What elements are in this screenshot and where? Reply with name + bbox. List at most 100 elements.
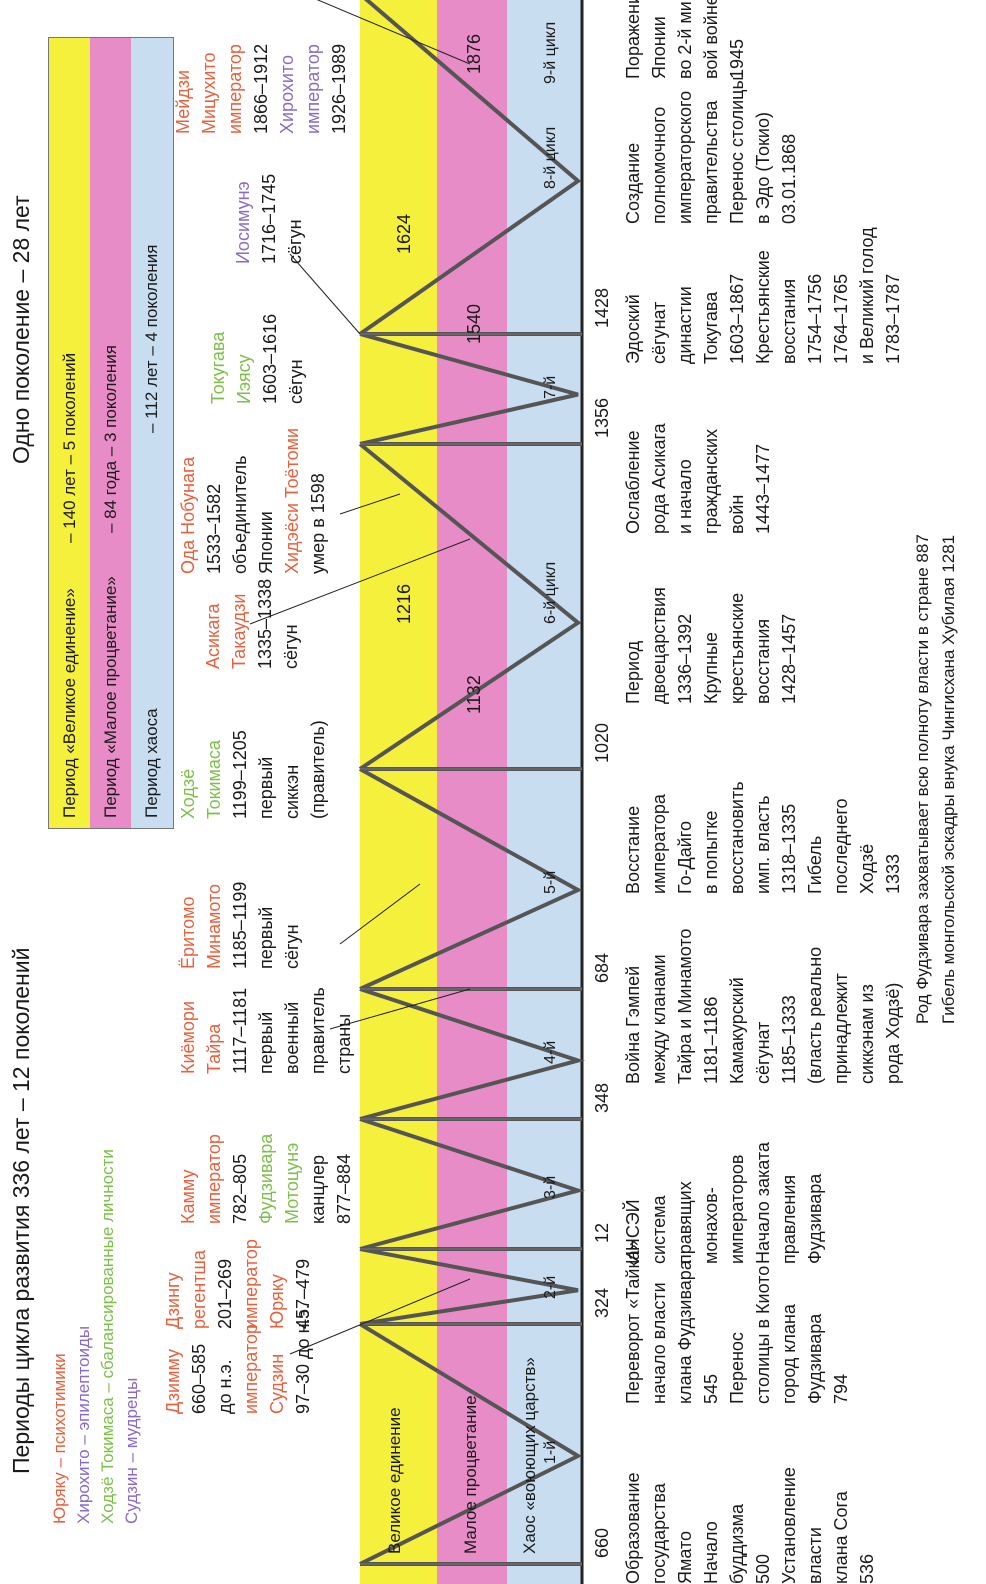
figure-line: Иосимунэ <box>233 181 253 264</box>
figure-block: Токугава Иэясу 1603–1616 сёгун <box>205 314 309 404</box>
figure-line: император <box>204 1134 224 1224</box>
event-line: 1945 <box>727 38 747 79</box>
figure-line: первый <box>256 756 276 819</box>
cycle-label: 7-й <box>542 376 559 399</box>
axis-year-label: 12 <box>592 1223 612 1243</box>
marker-year: 1624 <box>394 214 414 254</box>
figure-line: умер в 1598 <box>308 473 328 574</box>
event-line: Ходзё <box>857 843 877 894</box>
figure-line: Хирохито <box>277 55 297 134</box>
figure-block: Ходзё Токимаса 1199–1205 первый сиккэн (прави… <box>175 720 331 819</box>
event-line: императорского <box>675 90 695 224</box>
connector-arrow <box>339 493 401 515</box>
cycle-zigzag <box>359 767 583 991</box>
figure-line: Мотоцунэ <box>282 1142 302 1224</box>
figure-line: Тайра <box>204 1023 224 1074</box>
figure-line: 1199–1205 <box>230 730 250 819</box>
marker-year: 1216 <box>394 584 414 624</box>
event-line: столицы в Киото <box>753 1265 773 1404</box>
event-line: Эдоский <box>623 294 643 364</box>
event-line: 1333 <box>883 853 903 894</box>
footnote: Род Фудзивара захватывает всю полноту вл… <box>910 534 962 1024</box>
event-line: гражданских <box>701 428 721 534</box>
event-block: Период двоецарствия 1336–1392 Крупные кресть… <box>620 587 802 704</box>
connector-arrow <box>289 253 361 335</box>
event-line: в попытке <box>701 810 721 894</box>
event-line: 1764–1765 <box>831 273 851 364</box>
event-line: 794 <box>831 1373 851 1404</box>
figure-line: 1533–1582 <box>204 483 224 574</box>
event-block: ИНСЭЙ система правящих монахов-императоров Н… <box>620 1142 828 1264</box>
figure-line: 1185–1199 <box>230 881 250 969</box>
figure-line: канцлер <box>308 1154 328 1224</box>
figure-line: Фудзивара <box>256 1133 276 1224</box>
event-line: (власть реально <box>805 946 825 1084</box>
axis-year-label: 684 <box>592 953 612 983</box>
figure-line: правитель <box>308 987 328 1074</box>
event-line: сёгунат <box>753 1021 773 1084</box>
event-block: Поражение Японии во 2-й миро-вой войне 1945 <box>620 0 750 79</box>
event-line: Камакурский <box>727 977 747 1084</box>
event-line: 1428–1457 <box>779 613 799 704</box>
figure-block: Мейдзи Мицухито император 1866–1912 Хирохито… <box>170 44 352 134</box>
event-line: правительства <box>701 100 721 224</box>
event-block: Война Гэмпей между кланами Тайра и Минамот… <box>620 929 906 1084</box>
event-line: 1603–1867 <box>727 273 747 364</box>
band-chaos <box>507 0 582 1584</box>
cycle-zigzag <box>359 987 586 1121</box>
axis-year-label: 660 <box>592 1528 612 1558</box>
axis-year-label: 1020 <box>592 723 612 763</box>
event-line: Период <box>623 640 643 704</box>
cycle-label: 6-й цикл <box>542 562 559 624</box>
event-line: вой войне <box>701 0 721 79</box>
event-line: клана Сога <box>831 1491 851 1584</box>
event-line: 500 <box>753 1553 773 1584</box>
figure-line: Хидэёси Тоётоми <box>282 427 302 574</box>
figure-line: Камму <box>178 1169 198 1224</box>
figure-block: Дзингу регентша 201–269 император Юряку 457–4… <box>160 1239 316 1329</box>
figure-line: первый <box>256 1011 276 1074</box>
event-line: 1783–1787 <box>883 273 903 364</box>
event-line: династии <box>675 286 695 364</box>
band-label-small-prosperity: Малое процветание <box>461 1395 480 1554</box>
connector-arrow <box>289 1278 471 1355</box>
event-line: войн <box>727 494 747 534</box>
event-line: Фудзивара <box>805 1173 825 1264</box>
cycle-label: 4-й <box>542 1041 559 1064</box>
figure-line: Дзингу <box>163 1272 183 1329</box>
figure-line: сёгун <box>281 624 301 669</box>
figure-line: Японии <box>256 511 276 574</box>
event-line: Ослабление <box>623 430 643 534</box>
event-line: Японии <box>649 16 669 79</box>
figure-line: страны <box>334 1013 354 1074</box>
figure-block: Киёмори Тайра 1117–1181 первый военный правит… <box>175 987 357 1074</box>
event-line: последнего <box>831 798 851 894</box>
event-line: Образование <box>623 1472 643 1584</box>
figure-line: 1117–1181 <box>230 987 250 1074</box>
event-line: Переворот «Тайка» <box>623 1240 643 1404</box>
event-line: Крестьянские <box>753 250 773 364</box>
connector-arrow <box>329 988 471 1030</box>
event-line: начало власти <box>649 1282 669 1404</box>
event-line: правящих <box>675 1181 695 1264</box>
figure-line: 1866–1912 <box>251 43 271 134</box>
event-line: 545 <box>701 1373 721 1404</box>
cycle-zigzag <box>358 0 582 336</box>
event-line: сёгунат <box>649 301 669 364</box>
event-line: Война Гэмпей <box>623 965 643 1084</box>
figure-line: первый <box>256 906 276 969</box>
cycle-zigzag <box>358 1322 583 1566</box>
event-line: 03.01.1868 <box>779 133 799 224</box>
marker-year: 1876 <box>464 34 484 74</box>
event-block: Образование государства Ямато Начало буддизм… <box>620 1467 880 1584</box>
connector-arrow <box>279 0 471 65</box>
figure-line: 877–884 <box>334 1153 354 1224</box>
figure-line: 457–479 <box>293 1258 313 1329</box>
connector-arrow <box>249 538 471 625</box>
event-line: 536 <box>857 1553 877 1584</box>
figure-block: Асикага Такаудзи 1335–1338 сёгун <box>200 579 304 669</box>
axis-year-label: 1428 <box>592 288 612 328</box>
event-line: Крупные <box>701 632 721 704</box>
event-line: рода Ходзё) <box>883 982 903 1084</box>
